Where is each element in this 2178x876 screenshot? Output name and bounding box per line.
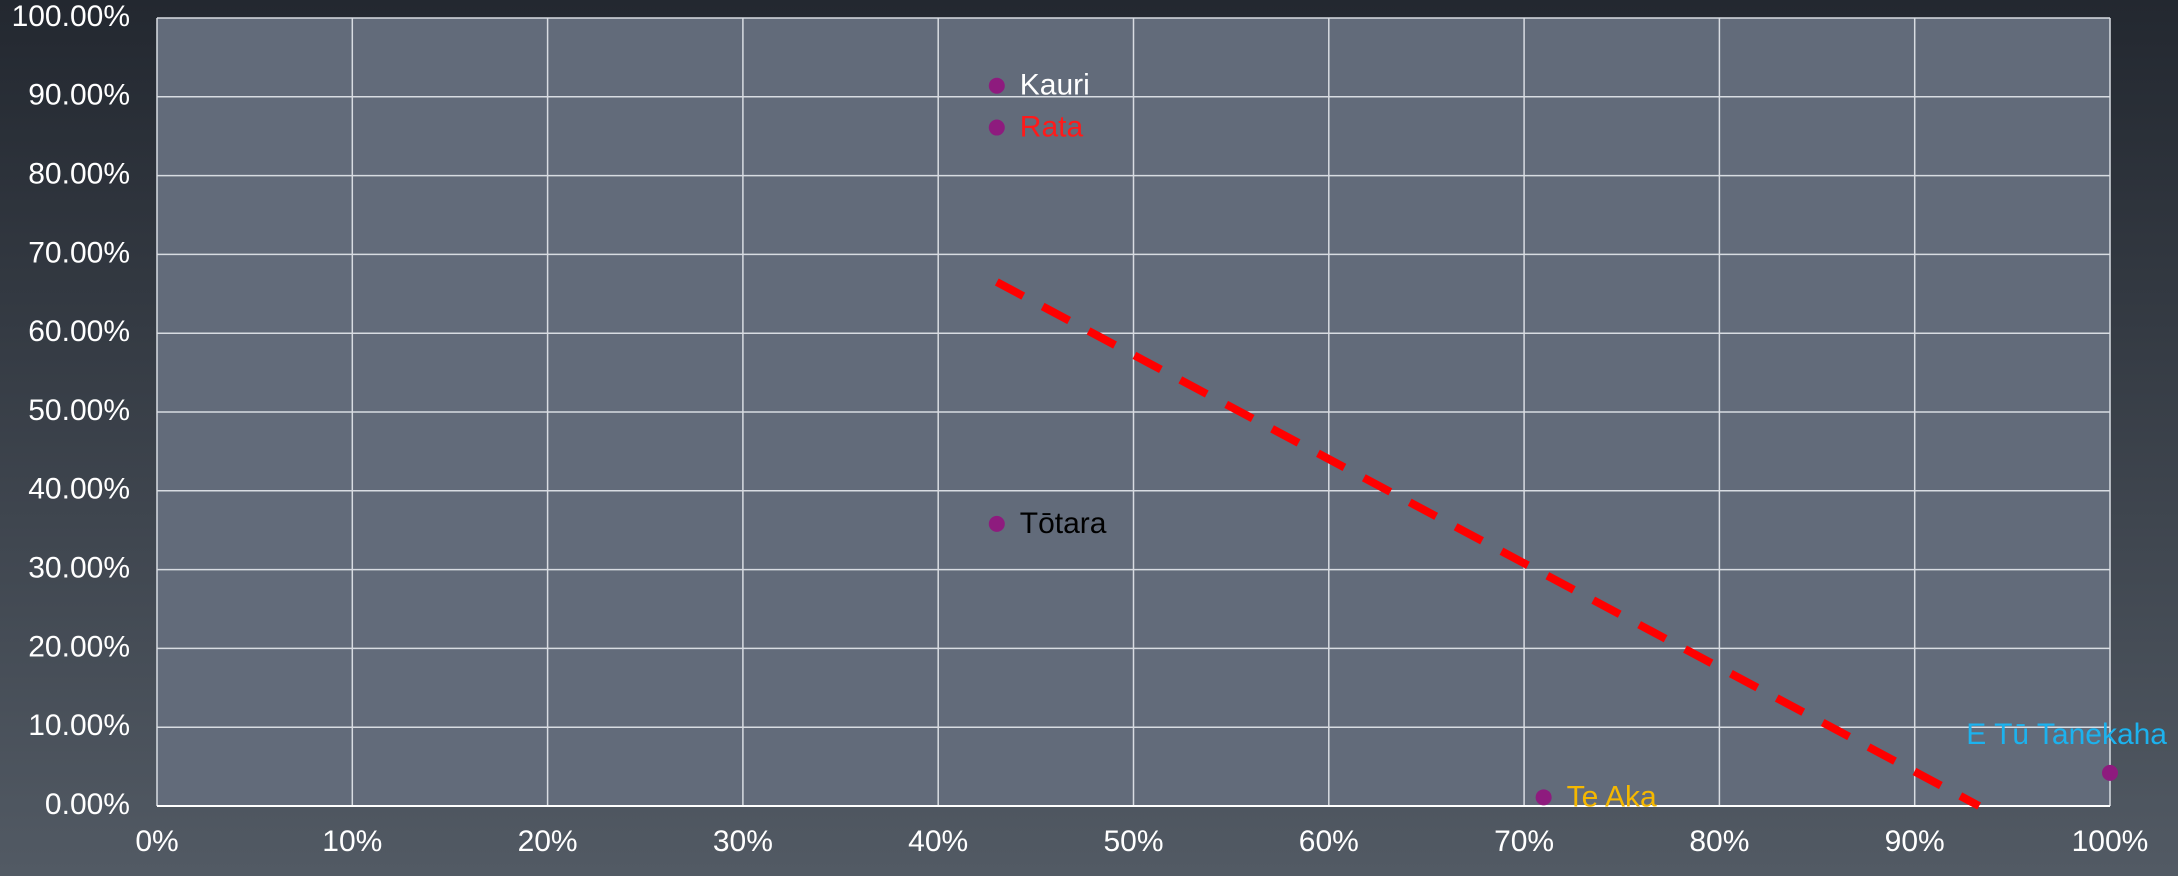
y-tick-label: 60.00% (28, 315, 130, 348)
x-tick-label: 80% (1689, 825, 1749, 858)
x-tick-label: 10% (322, 825, 382, 858)
y-tick-label: 30.00% (28, 552, 130, 585)
x-tick-label: 60% (1299, 825, 1359, 858)
x-tick-label: 30% (713, 825, 773, 858)
y-tick-label: 70.00% (28, 236, 130, 269)
y-tick-label: 10.00% (28, 709, 130, 742)
point (988, 77, 1005, 94)
point-label: Te Aka (1567, 780, 1657, 813)
point (988, 119, 1005, 136)
point-label: Tōtara (1020, 507, 1107, 540)
point (2102, 764, 2118, 781)
y-tick-label: 100.00% (12, 0, 130, 33)
point-label: Rata (1020, 110, 1084, 143)
x-tick-label: 50% (1103, 825, 1163, 858)
point-label: Kauri (1020, 69, 1090, 102)
point (988, 515, 1005, 532)
y-tick-label: 50.00% (28, 394, 130, 427)
y-tick-label: 90.00% (28, 79, 130, 112)
x-tick-label: 70% (1494, 825, 1554, 858)
x-tick-label: 20% (518, 825, 578, 858)
y-tick-label: 20.00% (28, 630, 130, 663)
y-tick-label: 0.00% (45, 788, 130, 821)
y-tick-label: 80.00% (28, 158, 130, 191)
x-tick-label: 40% (908, 825, 968, 858)
point (1535, 789, 1552, 806)
point-label: E Tū Tanekaha (1966, 718, 2167, 751)
x-tick-label: 100% (2072, 825, 2149, 858)
x-tick-label: 0% (135, 825, 178, 858)
x-tick-label: 90% (1885, 825, 1945, 858)
y-tick-label: 40.00% (28, 473, 130, 506)
trendline (994, 278, 1982, 810)
